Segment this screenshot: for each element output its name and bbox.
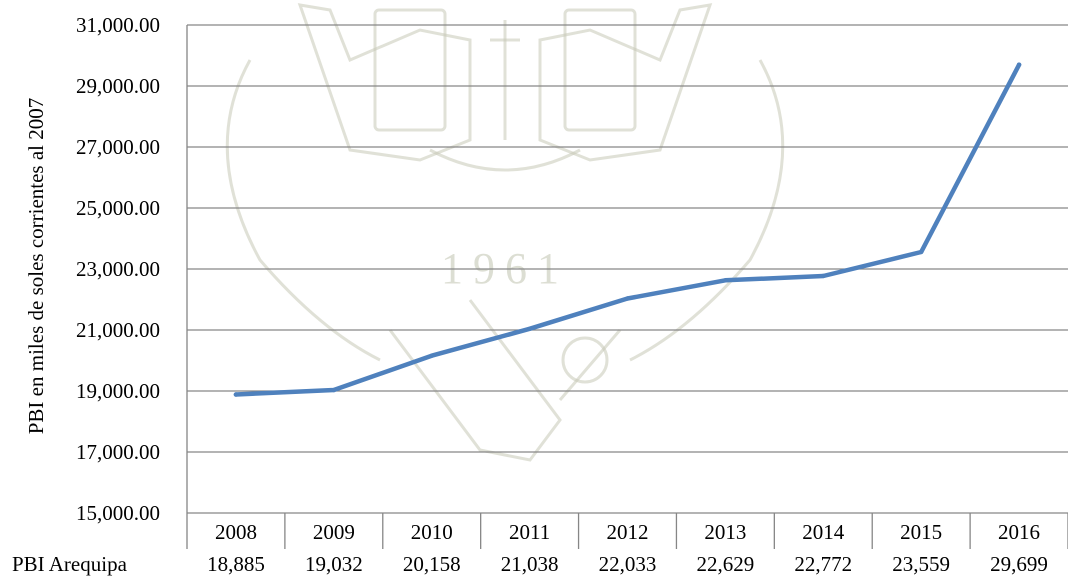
data-point [527,326,532,332]
x-tick-label: 2010 [411,520,453,544]
x-tick-label: 2012 [607,520,649,544]
x-tick-label: 2014 [802,520,845,544]
y-tick-label: 23,000.00 [76,257,160,281]
data-table-row: PBI Arequipa 18,885 19,032 20,158 21,038 22,… [12,552,1048,576]
y-tick-label: 15,000.00 [76,501,160,525]
x-tick-label: 2008 [215,520,257,544]
data-table-value: 22,772 [794,552,852,576]
data-table-value: 21,038 [501,552,559,576]
data-point [1016,62,1022,67]
y-axis-title: PBI en miles de soles corrientes al 2007 [24,98,48,435]
data-point [918,249,924,255]
data-table-series-label: PBI Arequipa [12,552,128,576]
x-tick-labels: 2008 2009 2010 2011 2012 2013 2014 2015 2016 [215,520,1040,544]
x-tick-label: 2009 [313,520,355,544]
x-tick-label: 2016 [998,520,1040,544]
data-point [233,392,239,397]
y-tick-label: 31,000.00 [76,13,160,37]
y-tick-label: 25,000.00 [76,196,160,220]
y-tick-labels: 15,000.00 17,000.00 19,000.00 21,000.00 23,0… [76,13,160,525]
grid-lines [186,24,1068,549]
data-table-value: 20,158 [403,552,461,576]
data-point [625,296,630,301]
y-tick-label: 19,000.00 [76,379,160,403]
y-tick-label: 27,000.00 [76,135,160,159]
data-point [429,353,434,358]
y-tick-label: 29,000.00 [76,74,160,98]
x-tick-label: 2013 [704,520,746,544]
data-table-value: 22,033 [599,552,657,576]
series-layer [233,62,1022,397]
x-tick-label: 2015 [900,520,942,544]
data-table-value: 29,699 [990,552,1048,576]
data-point [331,387,337,393]
data-table-value: 19,032 [305,552,363,576]
data-point [723,278,728,283]
data-table-value: 22,629 [697,552,755,576]
data-point [821,273,826,279]
y-tick-label: 21,000.00 [76,318,160,342]
x-tick-label: 2011 [509,520,550,544]
data-table-value: 23,559 [892,552,950,576]
y-tick-label: 17,000.00 [76,440,160,464]
data-table-value: 18,885 [207,552,265,576]
